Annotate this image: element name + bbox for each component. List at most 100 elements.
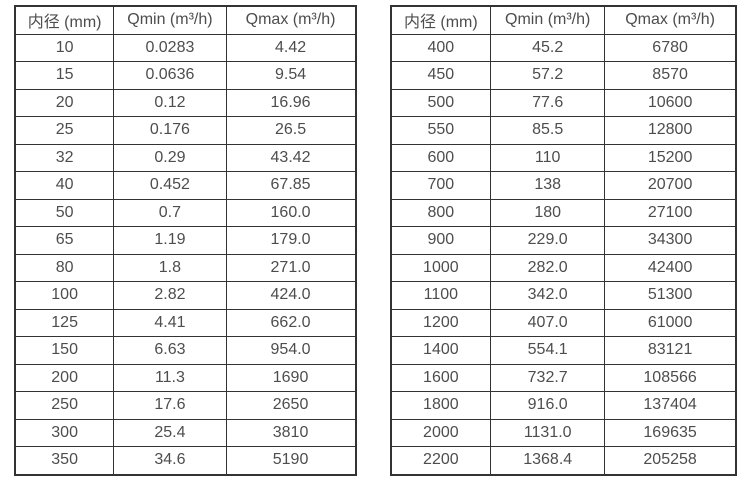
table-row: 1200 407.0 61000 (389, 308, 737, 337)
table-cell: 500 (389, 88, 492, 117)
table-cell: 2000 (389, 418, 492, 447)
table-row: 2000 1131.0 169635 (389, 418, 737, 447)
table-row: 65 1.19 179.0 (14, 226, 357, 255)
table-cell: 32 (14, 143, 115, 172)
table-cell: 77.6 (490, 88, 606, 117)
table-cell: 600 (389, 143, 492, 172)
table-row: 1000 282.0 42400 (389, 253, 737, 282)
col-header-qmax: Qmax (m³/h) (604, 5, 737, 35)
table-cell: 34300 (604, 226, 737, 255)
table-cell: 40 (14, 171, 115, 200)
table-cell: 85.5 (490, 116, 606, 145)
col-header-inner-diameter: 内径 (mm) (389, 5, 492, 35)
table-cell: 3810 (225, 418, 357, 447)
table-cell: 1131.0 (490, 418, 606, 447)
table-row: 500 77.6 10600 (389, 88, 737, 117)
table-cell: 20700 (604, 171, 737, 200)
table-cell: 100 (14, 281, 115, 310)
table-cell: 34.6 (113, 446, 227, 475)
table-cell: 0.7 (113, 198, 227, 227)
flow-table-large-diameters: 内径 (mm) Qmin (m³/h) Qmax (m³/h) 400 45.2 6… (389, 5, 737, 476)
header-row: 内径 (mm) Qmin (m³/h) Qmax (m³/h) (389, 5, 737, 35)
table-row: 125 4.41 662.0 (14, 308, 357, 337)
table-cell: 110 (490, 143, 606, 172)
table-row: 800 180 27100 (389, 198, 737, 227)
table-header: 内径 (mm) Qmin (m³/h) Qmax (m³/h) (389, 5, 737, 35)
table-row: 550 85.5 12800 (389, 116, 737, 145)
table-row: 1100 342.0 51300 (389, 281, 737, 310)
table-row: 400 45.2 6780 (389, 33, 737, 62)
table-row: 450 57.2 8570 (389, 61, 737, 90)
table-cell: 0.29 (113, 143, 227, 172)
table-cell: 2650 (225, 391, 357, 420)
table-cell: 229.0 (490, 226, 606, 255)
table-cell: 57.2 (490, 61, 606, 90)
table-cell: 300 (14, 418, 115, 447)
table-cell: 15 (14, 61, 115, 90)
table-cell: 12800 (604, 116, 737, 145)
table-row: 200 11.3 1690 (14, 363, 357, 392)
table-row: 80 1.8 271.0 (14, 253, 357, 282)
table-cell: 1368.4 (490, 446, 606, 475)
table-body: 400 45.2 6780 450 57.2 8570 500 77.6 10600 550 85.… (389, 33, 737, 475)
table-row: 1600 732.7 108566 (389, 363, 737, 392)
table-cell: 6.63 (113, 336, 227, 365)
table-cell: 45.2 (490, 33, 606, 62)
table-cell: 800 (389, 198, 492, 227)
table-cell: 1800 (389, 391, 492, 420)
table-cell: 1.19 (113, 226, 227, 255)
table-cell: 179.0 (225, 226, 357, 255)
table-cell: 17.6 (113, 391, 227, 420)
table-cell: 137404 (604, 391, 737, 420)
table-cell: 900 (389, 226, 492, 255)
table-row: 250 17.6 2650 (14, 391, 357, 420)
table-row: 50 0.7 160.0 (14, 198, 357, 227)
table-row: 350 34.6 5190 (14, 446, 357, 475)
col-header-qmin: Qmin (m³/h) (113, 5, 227, 35)
col-header-inner-diameter: 内径 (mm) (14, 5, 115, 35)
table-cell: 160.0 (225, 198, 357, 227)
table-cell: 2200 (389, 446, 492, 475)
table-cell: 954.0 (225, 336, 357, 365)
table-cell: 27100 (604, 198, 737, 227)
table-cell: 15200 (604, 143, 737, 172)
table-cell: 65 (14, 226, 115, 255)
table-cell: 1690 (225, 363, 357, 392)
table-cell: 180 (490, 198, 606, 227)
flow-table-small-diameters: 内径 (mm) Qmin (m³/h) Qmax (m³/h) 10 0.0283… (14, 5, 357, 476)
table-cell: 10600 (604, 88, 737, 117)
table-row: 700 138 20700 (389, 171, 737, 200)
table-cell: 282.0 (490, 253, 606, 282)
table-row: 1800 916.0 137404 (389, 391, 737, 420)
table-cell: 0.0636 (113, 61, 227, 90)
table-row: 100 2.82 424.0 (14, 281, 357, 310)
table-cell: 407.0 (490, 308, 606, 337)
table-cell: 5190 (225, 446, 357, 475)
col-header-qmax: Qmax (m³/h) (225, 5, 357, 35)
table-cell: 350 (14, 446, 115, 475)
table-cell: 0.12 (113, 88, 227, 117)
table-cell: 550 (389, 116, 492, 145)
table-row: 25 0.176 26.5 (14, 116, 357, 145)
table-cell: 1100 (389, 281, 492, 310)
table-cell: 554.1 (490, 336, 606, 365)
table-cell: 662.0 (225, 308, 357, 337)
table-cell: 138 (490, 171, 606, 200)
table-cell: 205258 (604, 446, 737, 475)
table-cell: 125 (14, 308, 115, 337)
table-cell: 83121 (604, 336, 737, 365)
table-row: 40 0.452 67.85 (14, 171, 357, 200)
table-row: 600 110 15200 (389, 143, 737, 172)
table-cell: 26.5 (225, 116, 357, 145)
table-cell: 25.4 (113, 418, 227, 447)
table-cell: 108566 (604, 363, 737, 392)
table-header: 内径 (mm) Qmin (m³/h) Qmax (m³/h) (14, 5, 357, 35)
table-cell: 1.8 (113, 253, 227, 282)
table-cell: 1600 (389, 363, 492, 392)
table-body: 10 0.0283 4.42 15 0.0636 9.54 20 0.12 16.96 25 0.1… (14, 33, 357, 475)
table-cell: 424.0 (225, 281, 357, 310)
table-cell: 1200 (389, 308, 492, 337)
table-row: 1400 554.1 83121 (389, 336, 737, 365)
table-row: 300 25.4 3810 (14, 418, 357, 447)
